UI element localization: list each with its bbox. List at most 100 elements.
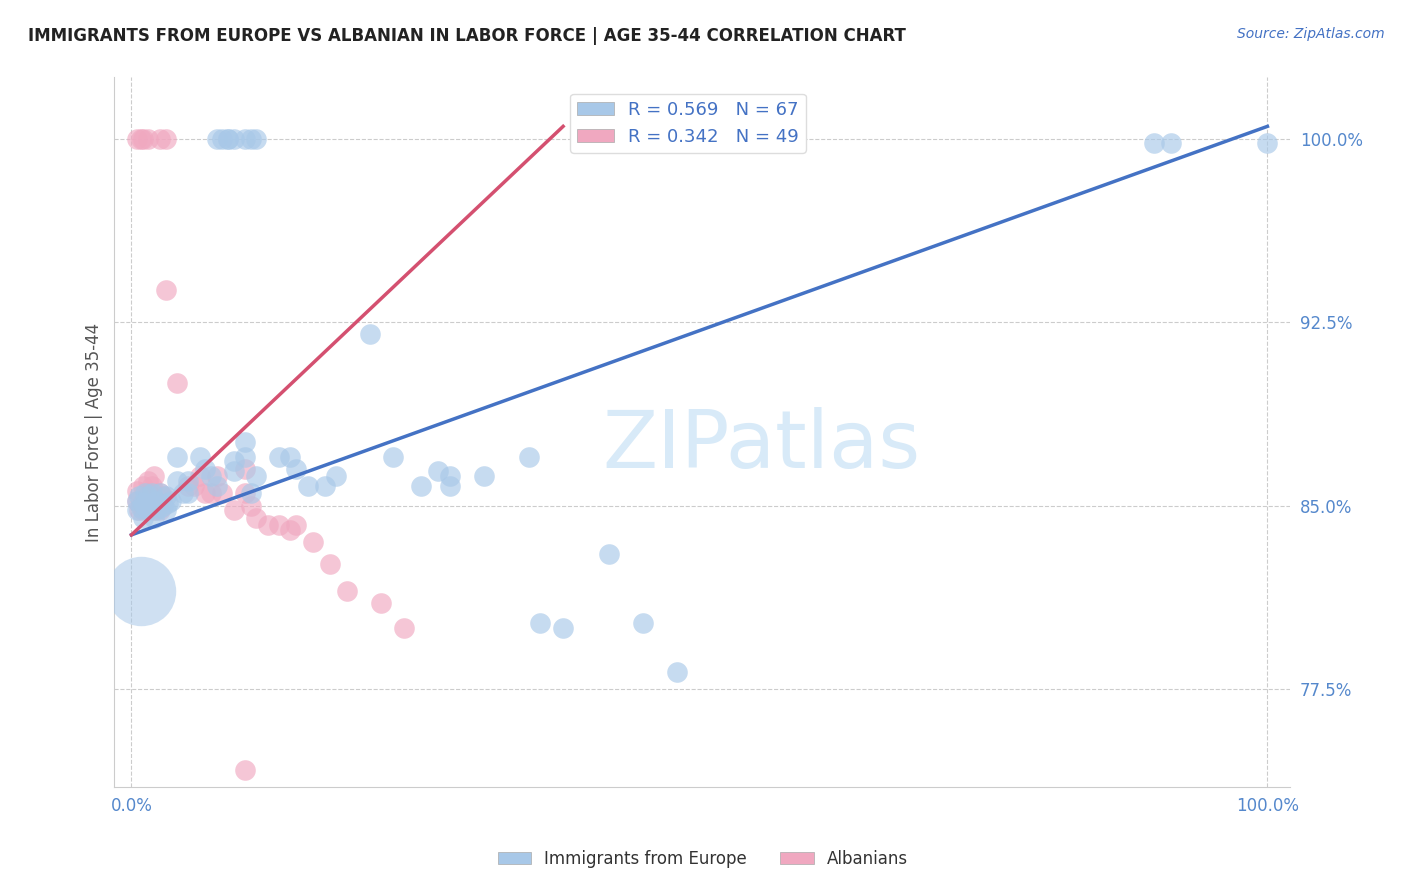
Point xyxy=(427,464,450,478)
Point xyxy=(132,503,155,517)
Point xyxy=(172,486,194,500)
Point xyxy=(472,469,495,483)
Point xyxy=(149,486,172,500)
Point xyxy=(188,450,211,464)
Point xyxy=(128,503,150,517)
Point xyxy=(205,469,228,483)
Point xyxy=(1160,136,1182,151)
Point xyxy=(285,462,308,476)
Point xyxy=(439,469,461,483)
Point xyxy=(319,558,342,572)
Point xyxy=(233,450,256,464)
Point xyxy=(138,489,160,503)
Point xyxy=(145,493,167,508)
Point xyxy=(138,503,160,517)
Point xyxy=(200,486,222,500)
Point xyxy=(138,131,160,145)
Point xyxy=(1143,136,1166,151)
Legend: R = 0.569   N = 67, R = 0.342   N = 49: R = 0.569 N = 67, R = 0.342 N = 49 xyxy=(571,94,806,153)
Point xyxy=(211,486,233,500)
Point xyxy=(127,493,149,508)
Point xyxy=(239,131,262,145)
Point xyxy=(325,469,347,483)
Point xyxy=(245,131,267,145)
Point xyxy=(127,131,149,145)
Point xyxy=(155,283,177,297)
Point xyxy=(280,450,302,464)
Point xyxy=(138,486,160,500)
Point xyxy=(233,131,256,145)
Point xyxy=(128,489,150,503)
Point xyxy=(314,479,336,493)
Point xyxy=(302,535,325,549)
Point xyxy=(132,131,155,145)
Point xyxy=(155,503,177,517)
Text: IMMIGRANTS FROM EUROPE VS ALBANIAN IN LABOR FORCE | AGE 35-44 CORRELATION CHART: IMMIGRANTS FROM EUROPE VS ALBANIAN IN LA… xyxy=(28,27,905,45)
Point xyxy=(145,493,167,508)
Point xyxy=(145,503,167,517)
Point xyxy=(529,615,551,630)
Point xyxy=(239,486,262,500)
Point xyxy=(129,584,152,599)
Point xyxy=(665,665,688,679)
Point xyxy=(127,493,149,508)
Point xyxy=(143,503,166,517)
Point xyxy=(217,131,239,145)
Point xyxy=(439,479,461,493)
Point xyxy=(156,496,179,510)
Point xyxy=(188,469,211,483)
Point xyxy=(370,596,392,610)
Point xyxy=(245,469,267,483)
Point xyxy=(183,479,205,493)
Point xyxy=(141,489,163,503)
Point xyxy=(217,131,239,145)
Point xyxy=(233,434,256,449)
Point xyxy=(239,499,262,513)
Point xyxy=(194,486,217,500)
Point xyxy=(297,479,319,493)
Y-axis label: In Labor Force | Age 35-44: In Labor Force | Age 35-44 xyxy=(86,323,103,541)
Point xyxy=(194,462,217,476)
Point xyxy=(177,486,200,500)
Point xyxy=(138,474,160,488)
Point xyxy=(411,479,433,493)
Point xyxy=(166,376,188,391)
Point xyxy=(155,131,177,145)
Point xyxy=(200,469,222,483)
Point xyxy=(517,450,540,464)
Point xyxy=(141,479,163,493)
Point xyxy=(285,518,308,533)
Point xyxy=(160,493,183,508)
Point xyxy=(233,462,256,476)
Point xyxy=(127,483,149,498)
Point xyxy=(134,493,156,508)
Point xyxy=(381,450,404,464)
Point xyxy=(143,510,166,524)
Point xyxy=(177,479,200,493)
Point xyxy=(205,131,228,145)
Point xyxy=(598,548,620,562)
Point xyxy=(245,510,267,524)
Point xyxy=(143,469,166,483)
Text: Source: ZipAtlas.com: Source: ZipAtlas.com xyxy=(1237,27,1385,41)
Point xyxy=(280,523,302,537)
Point xyxy=(233,763,256,777)
Point xyxy=(155,489,177,503)
Point xyxy=(269,450,291,464)
Point xyxy=(141,486,163,500)
Point xyxy=(211,131,233,145)
Point xyxy=(132,510,155,524)
Point xyxy=(134,499,156,513)
Point xyxy=(143,499,166,513)
Point xyxy=(222,464,245,478)
Point xyxy=(166,450,188,464)
Point xyxy=(129,499,152,513)
Point xyxy=(222,131,245,145)
Point xyxy=(134,486,156,500)
Point xyxy=(149,486,172,500)
Point xyxy=(152,489,174,503)
Point xyxy=(127,503,149,517)
Point xyxy=(256,518,278,533)
Point xyxy=(149,131,172,145)
Point xyxy=(359,327,381,342)
